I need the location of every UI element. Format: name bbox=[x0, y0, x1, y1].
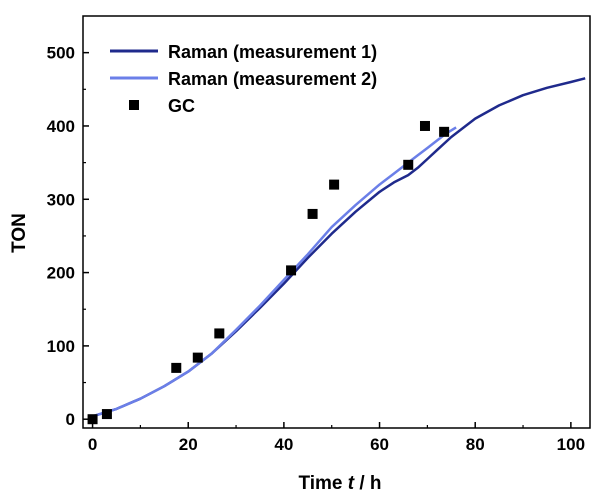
series-line-raman-measurement-2 bbox=[92, 126, 457, 418]
x-tick-label: 40 bbox=[274, 435, 293, 454]
y-tick-label: 500 bbox=[47, 44, 75, 63]
series-line-raman-measurement-1 bbox=[92, 77, 586, 418]
y-tick-label: 300 bbox=[47, 190, 75, 209]
gc-data-point bbox=[439, 126, 450, 137]
gc-data-point bbox=[171, 362, 182, 373]
gc-data-point bbox=[192, 352, 203, 363]
y-tick-label: 0 bbox=[66, 410, 75, 429]
x-tick-label: 100 bbox=[557, 435, 585, 454]
legend-label: GC bbox=[168, 96, 195, 116]
legend: Raman (measurement 1) Raman (measurement … bbox=[110, 42, 377, 116]
x-axis-title: Time t / h bbox=[298, 473, 381, 493]
y-axis-title: TON bbox=[9, 213, 30, 253]
y-tick-label: 100 bbox=[47, 337, 75, 356]
gc-data-point bbox=[286, 265, 297, 276]
gc-data-point bbox=[214, 328, 225, 339]
gc-data-point bbox=[403, 159, 414, 170]
plot-area bbox=[82, 15, 591, 429]
gc-data-point bbox=[419, 120, 430, 131]
legend-swatch-marker bbox=[129, 100, 139, 110]
y-tick-label: 400 bbox=[47, 117, 75, 136]
legend-label: Raman (measurement 2) bbox=[168, 69, 377, 89]
x-tick-label: 60 bbox=[370, 435, 389, 454]
x-tick-label: 80 bbox=[466, 435, 485, 454]
plot-frame bbox=[82, 15, 591, 429]
gc-data-point bbox=[101, 409, 112, 420]
y-tick-label: 200 bbox=[47, 264, 75, 283]
gc-data-point bbox=[329, 179, 340, 190]
gc-data-point bbox=[307, 208, 318, 219]
x-tick-label: 20 bbox=[179, 435, 198, 454]
x-tick-label: 0 bbox=[88, 435, 97, 454]
gc-data-point bbox=[87, 414, 98, 425]
axes: 0 20 40 60 80 100 0 100 200 300 400 500 bbox=[47, 44, 585, 454]
legend-label: Raman (measurement 1) bbox=[168, 42, 377, 62]
series-layer bbox=[87, 77, 586, 425]
